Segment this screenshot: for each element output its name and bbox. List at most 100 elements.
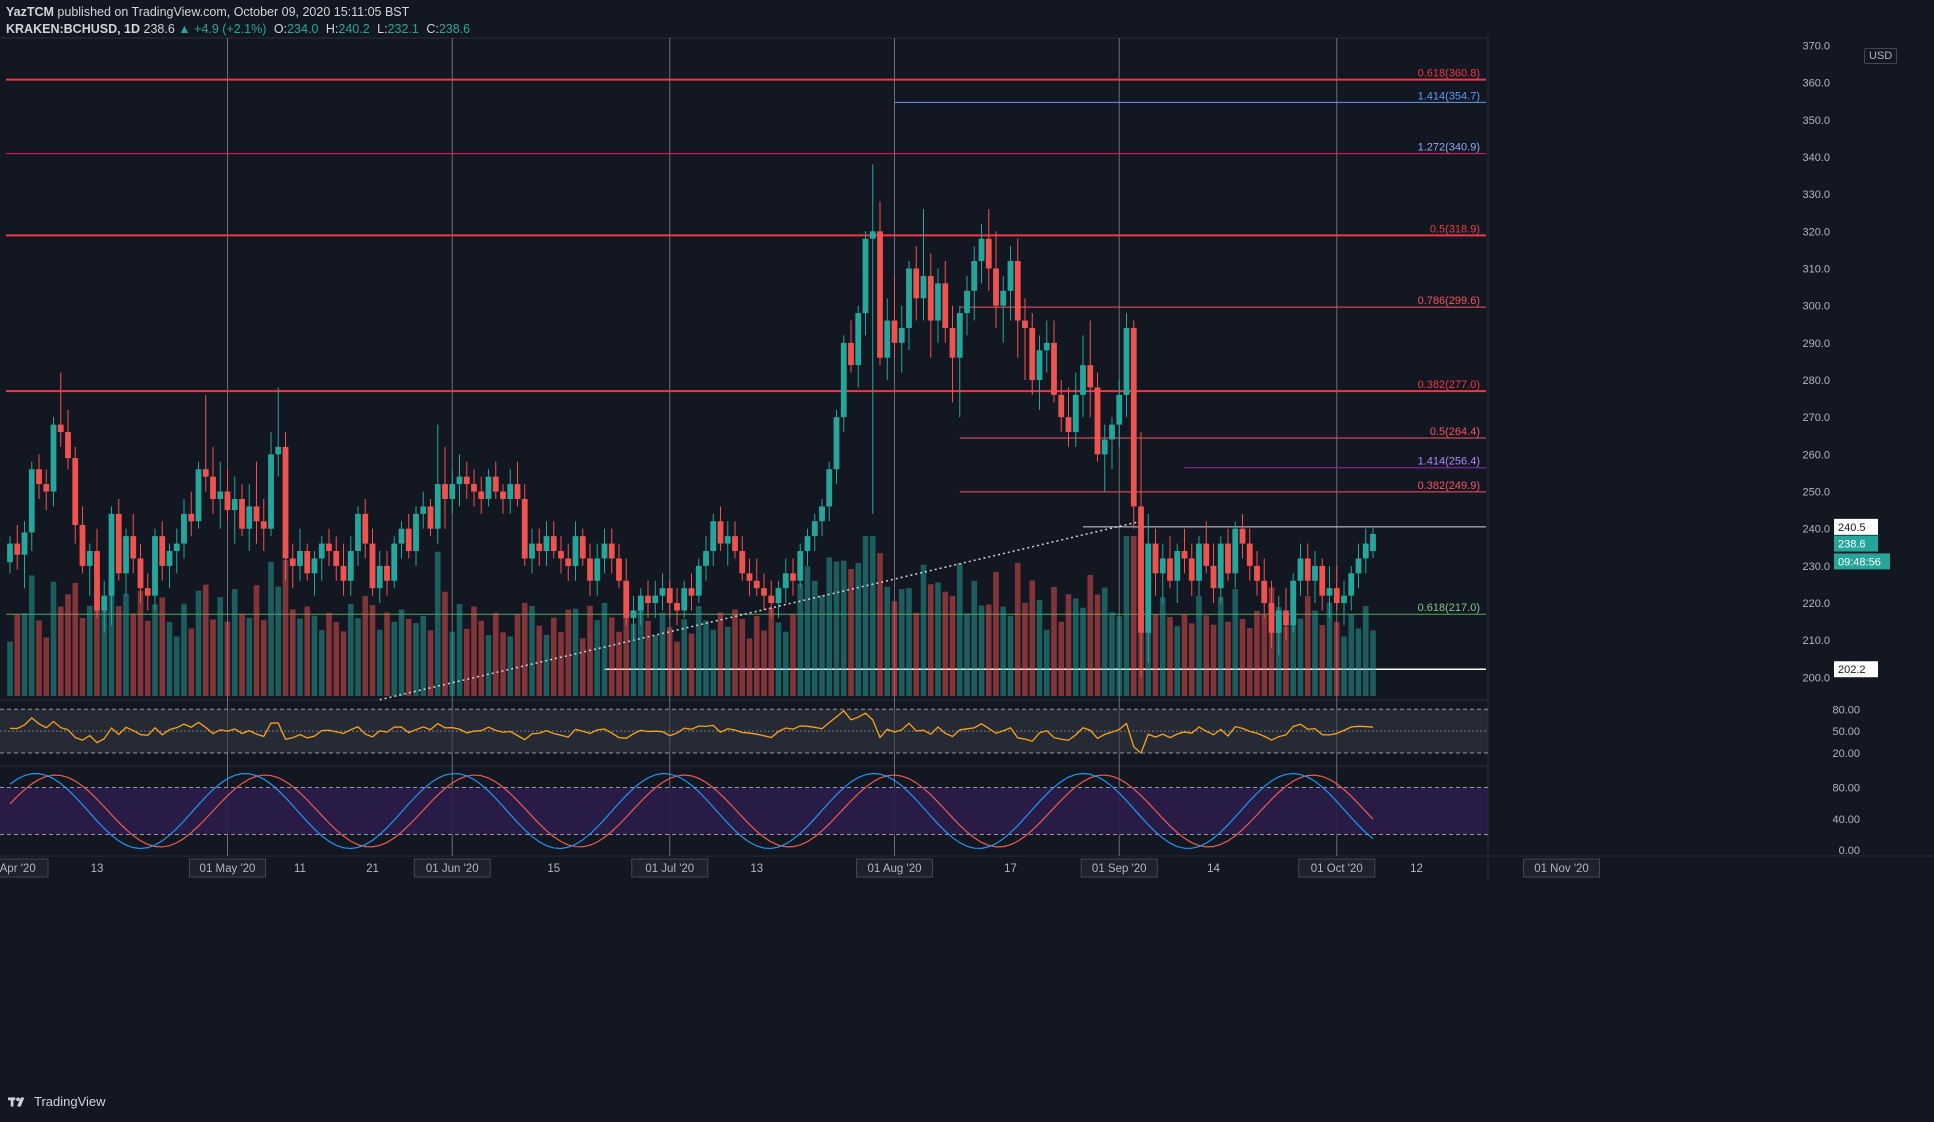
candle-body (732, 536, 738, 552)
candle-body (1167, 558, 1173, 581)
tradingview-footer[interactable]: TradingView (8, 1094, 106, 1109)
volume-bar (246, 617, 253, 696)
volume-bar (623, 593, 630, 696)
candle-body (1370, 533, 1376, 552)
candle-body (681, 588, 688, 611)
candle-body (884, 320, 891, 358)
volume-bar (1341, 636, 1347, 696)
candle-body (463, 476, 470, 485)
candle-body (869, 231, 876, 239)
volume-bar (123, 593, 129, 696)
candle-body (289, 558, 296, 566)
candle-body (434, 484, 441, 529)
volume-bar (898, 589, 905, 696)
symbol-legend: KRAKEN:BCHUSD, 1D 238.6 ▲ +4.9 (+2.1%) O… (6, 22, 470, 36)
volume-bar (326, 612, 332, 696)
volume-bar (920, 564, 927, 696)
candle-body (927, 275, 934, 321)
volume-bar (1348, 614, 1355, 696)
currency-label[interactable]: USD (1864, 48, 1898, 64)
time-tick-label: 13 (750, 863, 763, 875)
candle-body (1319, 565, 1326, 596)
candle-body (101, 595, 108, 611)
candle-body (94, 551, 100, 611)
volume-bar (927, 584, 934, 696)
time-tick-label: 14 (1207, 863, 1220, 875)
candle-body (1254, 565, 1260, 581)
price-tick-label: 270.0 (1802, 412, 1830, 424)
volume-bar (956, 563, 963, 696)
price-tick-label: 320.0 (1802, 226, 1830, 238)
volume-bar (724, 626, 731, 696)
volume-bar (1217, 597, 1224, 696)
volume-bar (732, 609, 738, 696)
volume-bar (500, 632, 506, 696)
candle-body (848, 342, 854, 366)
volume-bar (790, 614, 796, 696)
candle-body (449, 484, 456, 499)
volume-bar (217, 597, 224, 696)
rsi-line (9, 709, 1374, 755)
volume-bar (318, 630, 325, 696)
volume-bar (978, 605, 985, 696)
candle-body (674, 603, 680, 611)
candle-body (1196, 543, 1202, 581)
volume-bar (260, 620, 267, 696)
candle-body (391, 543, 398, 581)
candle-body (1217, 543, 1224, 589)
volume-bar (43, 637, 50, 696)
volume-bar (1312, 610, 1318, 696)
candle-body (804, 536, 811, 552)
volume-bar (333, 622, 340, 696)
candle-body (1094, 387, 1101, 455)
candle-body (1290, 580, 1297, 626)
candle-body (1304, 558, 1311, 581)
volume-bar (398, 609, 405, 696)
price-tag-label: 202.2 (1838, 664, 1866, 676)
volume-bar (1036, 600, 1043, 696)
candle-body (529, 543, 535, 559)
volume-bar (601, 602, 608, 696)
volume-bar (1290, 599, 1297, 696)
candle-body (1275, 610, 1282, 633)
volume-bar (50, 581, 57, 696)
time-tick-label: 01 Jul '20 (645, 863, 694, 875)
volume-bar (645, 620, 651, 696)
volume-bar (1058, 621, 1065, 696)
volume-bar (492, 612, 499, 696)
price-tag-label: 09:48:56 (1838, 556, 1881, 568)
candle-body (355, 513, 361, 552)
time-label-box (413, 858, 491, 878)
volume-bar (231, 589, 238, 696)
price-tick-label: 230.0 (1802, 561, 1830, 573)
candle-body (790, 573, 796, 581)
volume-bar (753, 616, 760, 696)
volume-bar (434, 551, 441, 696)
volume-bar (935, 582, 941, 696)
candle-body (898, 327, 905, 343)
symbol-name[interactable]: KRAKEN:BCHUSD, 1D (6, 22, 141, 36)
candle-body (775, 588, 782, 604)
publish-info: YazTCM published on TradingView.com, Oct… (6, 5, 409, 19)
volume-bar (1225, 621, 1231, 696)
volume-bar (36, 620, 42, 696)
candle-body (152, 536, 158, 596)
time-tick-label: 15 (547, 863, 560, 875)
volume-bar (804, 566, 811, 696)
candle-body (1116, 394, 1123, 425)
volume-bar (1065, 594, 1072, 696)
trendline (379, 520, 1142, 701)
candle-body (326, 543, 332, 552)
candle-body (949, 327, 956, 358)
volume-bar (985, 604, 992, 696)
candle-body (608, 543, 615, 559)
volume-bar (710, 629, 717, 696)
time-tick-label: 01 Nov '20 (1534, 863, 1589, 875)
volume-bar (181, 603, 187, 696)
candle-body (761, 588, 767, 596)
candle-body (413, 513, 419, 552)
volume-bar (529, 606, 535, 696)
candle-body (507, 484, 514, 499)
candle-body (746, 573, 753, 581)
